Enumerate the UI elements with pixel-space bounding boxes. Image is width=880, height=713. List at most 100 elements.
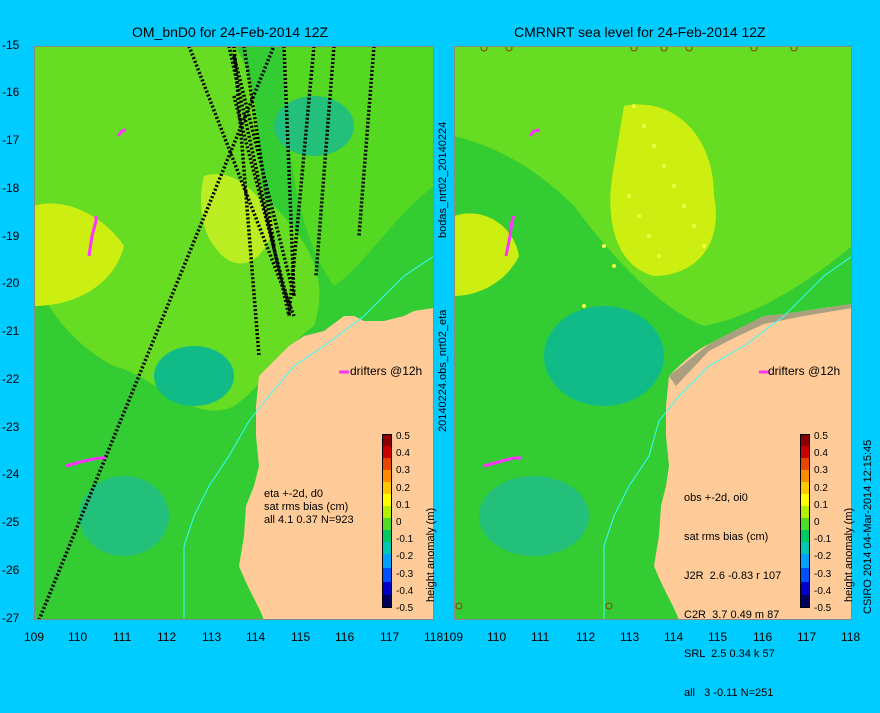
right-ocean-yellow [610,104,716,276]
colorbar-tick: -0.2 [396,551,414,563]
middle-label-bottom: 20140224.obs_nrt02_eta [437,309,449,432]
y-tick: -19 [2,229,20,243]
left-ocean-teal-2 [79,476,169,556]
right-colorbar-ticks: 0.5 0.4 0.3 0.2 0.1 0 -0.1 -0.2 -0.3 -0.… [814,428,831,617]
left-ocean-teal [154,346,234,406]
x-tick: 113 [202,630,222,644]
right-stats-line: obs +-2d, oi0 [684,492,748,504]
x-tick: 118 [424,630,444,644]
colorbar-tick: -0.3 [396,568,414,580]
y-tick: -24 [2,467,20,481]
x-tick: 115 [291,630,311,644]
right-coast-shelf [669,304,852,386]
right-ocean-teal [544,306,664,406]
colorbar-tick: 0.5 [396,431,410,442]
right-stats-line: all 3 -0.11 N=251 [684,687,774,699]
y-tick: -23 [2,420,20,434]
y-tick: -22 [2,372,20,386]
colorbar-tick: 0.4 [396,448,410,460]
x-tick: 114 [664,630,684,644]
left-stats-line: eta +-2d, d0 [264,488,324,500]
left-colorbar [382,434,392,608]
y-tick: -21 [2,324,20,338]
right-x-axis: 109 110 111 112 113 114 115 116 117 118 [443,630,863,646]
right-obs-dots [582,104,706,308]
left-x-axis: 109 110 111 112 113 114 115 116 117 118 [24,630,444,646]
left-panel-title: OM_bnD0 for 24-Feb-2014 12Z [132,24,329,40]
colorbar-tick: 0.3 [814,465,828,477]
colorbar-tick: 0.2 [396,482,410,494]
y-tick: -26 [2,563,20,577]
right-panel-title: CMRNRT sea level for 24-Feb-2014 12Z [514,24,766,40]
right-map [454,46,852,620]
colorbar-tick: -0.1 [814,534,832,546]
right-obs-markers [455,46,798,610]
colorbar-tick: -0.2 [814,551,832,563]
x-tick: 112 [576,630,596,644]
colorbar-tick: 0.1 [814,499,828,511]
right-drifters-label: drifters @12h [768,364,841,378]
left-colorbar-label: height anomaly (m) [425,507,437,602]
left-colorbar-ticks: 0.5 0.4 0.3 0.2 0.1 0 -0.1 -0.2 -0.3 -0.… [396,428,413,617]
x-tick: 111 [113,630,132,644]
left-stats-line: all 4.1 0.37 N=923 [264,514,354,526]
right-stats: obs +-2d, oi0 sat rms bias (cm) J2R 2.6 … [684,466,781,713]
y-tick: -17 [2,133,20,147]
x-tick: 118 [841,630,861,644]
colorbar-tick: -0.5 [814,603,832,615]
x-tick: 111 [531,630,550,644]
left-map-border [34,46,434,620]
colorbar-tick: -0.4 [396,585,414,597]
right-ocean-yellow-2 [454,213,519,296]
x-tick: 110 [487,630,507,644]
left-ocean-yellow [34,203,124,306]
left-map [34,46,434,620]
x-tick: 114 [246,630,266,644]
left-drifters [65,128,349,468]
right-drifters [483,128,769,468]
x-tick: 110 [68,630,88,644]
colorbar-tick: 0 [814,517,820,529]
colorbar-tick: -0.3 [814,568,832,580]
y-tick: -20 [2,276,20,290]
colorbar-tick: 0.1 [396,499,410,511]
middle-label-top: bodas_nrt02_20140224 [437,121,449,238]
colorbar-tick: 0.5 [814,431,828,442]
x-tick: 115 [708,630,728,644]
right-colorbar [800,434,810,608]
x-tick: 116 [335,630,355,644]
right-ocean-teal-2 [479,476,589,556]
x-tick: 113 [620,630,640,644]
left-stats: eta +-2d, d0 sat rms bias (cm) all 4.1 0… [264,488,354,527]
right-stats-line: SRL 2.5 0.34 k 57 [684,648,775,660]
right-stats-line: J2R 2.6 -0.83 r 107 [684,570,782,582]
left-contour [183,255,434,620]
x-tick: 117 [797,630,817,644]
x-tick: 109 [443,630,464,644]
x-tick: 117 [380,630,400,644]
right-stats-line: C2R 3.7 0.49 m 87 [684,609,780,621]
y-tick: -15 [2,38,20,52]
right-contour [603,255,852,620]
y-tick: -27 [2,611,20,625]
left-ocean-teal-3 [274,96,354,156]
colorbar-tick: -0.1 [396,534,414,546]
x-tick: 112 [157,630,177,644]
right-map-border [454,46,852,620]
left-stats-line: sat rms bias (cm) [264,501,349,513]
left-ocean-yellow-2 [201,174,274,264]
credit-label: CSIRO 2014 04-Mar-2014 12:15:45 [862,439,874,614]
left-drifters-label: drifters @12h [350,364,423,378]
colorbar-tick: -0.5 [396,603,414,615]
y-tick: -18 [2,181,20,195]
y-tick: -16 [2,85,20,99]
left-sat-tracks [37,46,376,620]
x-tick: 109 [24,630,45,644]
colorbar-tick: 0.4 [814,448,828,460]
colorbar-tick: -0.4 [814,585,832,597]
y-tick: -25 [2,515,20,529]
colorbar-tick: 0.3 [396,465,410,477]
colorbar-tick: 0 [396,517,402,529]
right-stats-line: sat rms bias (cm) [684,531,769,543]
colorbar-tick: 0.2 [814,482,828,494]
